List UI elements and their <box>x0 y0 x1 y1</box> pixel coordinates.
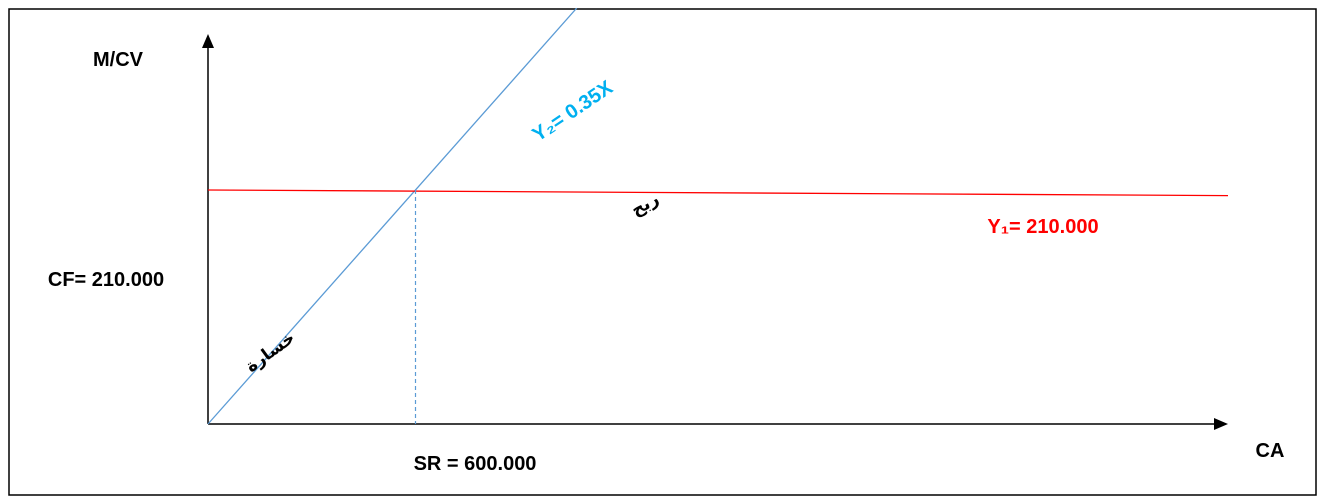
x-axis-label: CA <box>1256 440 1285 462</box>
series-line-fixed-cost <box>207 189 1229 197</box>
series-line-variable-margin <box>207 7 578 425</box>
x-axis-arrow <box>1214 418 1228 430</box>
breakeven-label: SR = 600.000 <box>414 453 537 475</box>
chart-frame: M/CV CA CF= 210.000 SR = 600.000 Y₂= 0.3… <box>8 7 1317 496</box>
breakeven-chart: M/CV CA CF= 210.000 SR = 600.000 Y₂= 0.3… <box>8 7 1317 496</box>
series-label-fixed-cost: Y₁= 210.000 <box>987 216 1098 238</box>
loss-zone-label: خسارة <box>242 328 299 377</box>
fixed-cost-label: CF= 210.000 <box>48 269 164 291</box>
y-axis-label: M/CV <box>93 49 144 71</box>
y-axis-arrow <box>202 34 214 48</box>
series-label-variable-margin: Y₂= 0.35X <box>528 76 617 146</box>
profit-zone-label: ربح <box>628 189 663 221</box>
chart-border <box>8 8 1317 496</box>
